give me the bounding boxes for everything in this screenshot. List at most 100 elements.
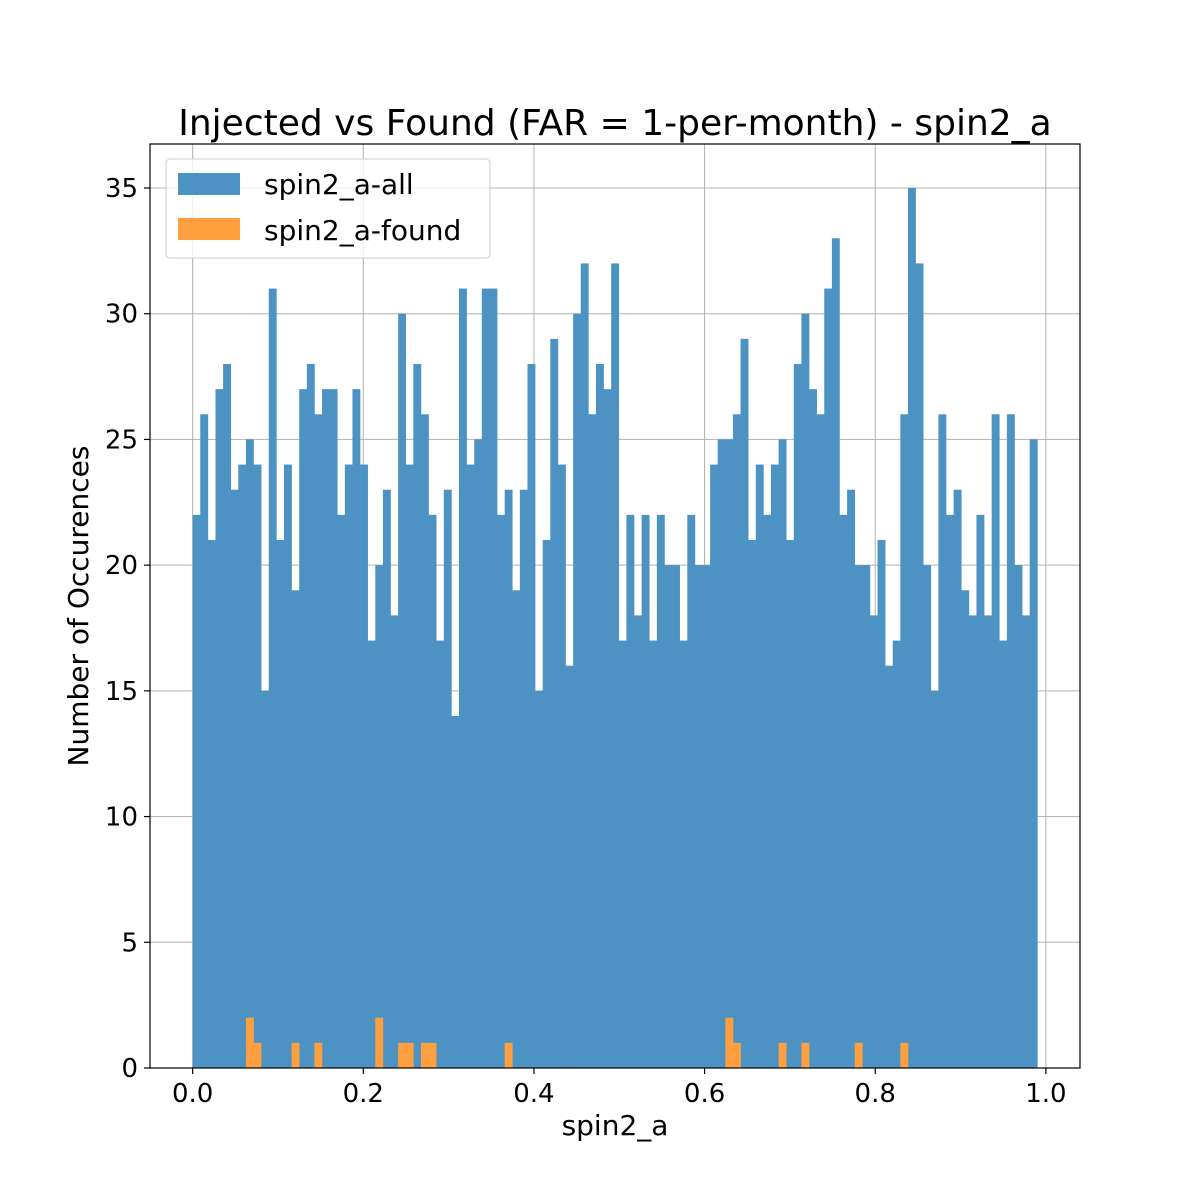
bar-all — [664, 565, 673, 1068]
bar-all — [907, 188, 916, 1068]
bar-all — [306, 364, 315, 1068]
bar-all — [930, 690, 939, 1068]
bar-all — [816, 414, 825, 1068]
bar-all — [481, 288, 490, 1069]
bar-all — [603, 389, 612, 1069]
bar-all — [755, 464, 764, 1069]
bar-found — [405, 1042, 414, 1068]
bar-all — [360, 464, 368, 1069]
bar-found — [854, 1042, 863, 1068]
x-axis-ticks: 0.0 0.2 0.4 0.6 0.8 1.0 — [172, 1068, 1067, 1109]
bar-all — [344, 464, 353, 1069]
bar-all — [694, 565, 703, 1068]
bar-all — [984, 615, 992, 1068]
bar-all — [329, 389, 338, 1069]
y-axis-ticks: 0 5 10 15 20 25 30 35 — [105, 174, 150, 1084]
plot-frame — [149, 143, 1081, 1069]
bar-all — [200, 414, 209, 1068]
bar-all — [527, 364, 536, 1068]
y-tick-label: 5 — [121, 928, 138, 958]
bar-all — [740, 338, 749, 1068]
bar-found — [732, 1042, 741, 1068]
bar-all — [702, 565, 711, 1068]
legend: spin2_a-all spin2_a-found — [165, 158, 491, 259]
bar-all — [542, 540, 551, 1068]
bar-all — [1006, 414, 1015, 1068]
bar-all — [466, 464, 475, 1069]
bar-all — [611, 263, 620, 1068]
bar-all — [809, 389, 817, 1069]
x-tick-label: 0.8 — [855, 1079, 896, 1109]
bar-all — [687, 514, 696, 1068]
y-tick-label: 30 — [105, 300, 138, 330]
x-axis-label: spin2_a — [562, 1109, 669, 1142]
bar-all — [869, 615, 878, 1068]
bar-found — [428, 1042, 437, 1068]
bar-all — [588, 414, 597, 1068]
bar-all — [649, 640, 658, 1068]
bar-all — [801, 313, 810, 1068]
bar-all — [367, 640, 376, 1068]
bar-all — [314, 414, 323, 1068]
bar-all — [900, 414, 909, 1068]
bar-found — [314, 1042, 323, 1068]
bar-all — [238, 464, 247, 1069]
y-axis-label: Number of Occurences — [62, 446, 95, 767]
bar-all — [261, 690, 270, 1068]
bar-all — [778, 439, 787, 1068]
x-tick-label: 1.0 — [1025, 1079, 1066, 1109]
bar-all — [519, 489, 528, 1068]
x-tick-label: 0.0 — [172, 1079, 213, 1109]
bar-all — [291, 590, 300, 1068]
legend-swatch-all — [178, 173, 240, 195]
bar-all — [634, 615, 642, 1068]
bar-all — [580, 263, 589, 1068]
bar-all — [535, 690, 544, 1068]
bar-all — [474, 439, 483, 1068]
bar-all — [550, 338, 559, 1068]
bar-found — [253, 1042, 262, 1068]
bar-all — [413, 364, 422, 1068]
bar-all — [961, 590, 970, 1068]
bar-all — [824, 288, 833, 1069]
y-tick-label: 20 — [105, 551, 138, 581]
bar-all — [595, 364, 604, 1068]
bar-all — [915, 263, 924, 1068]
bar-all — [215, 389, 224, 1069]
bar-all — [999, 640, 1008, 1068]
bar-found — [725, 1017, 734, 1068]
bar-found — [245, 1017, 254, 1068]
bar-all — [276, 540, 285, 1068]
bar-all — [763, 514, 772, 1068]
bar-all — [390, 615, 399, 1068]
x-tick-label: 0.4 — [513, 1079, 554, 1109]
bar-all — [436, 640, 445, 1068]
bar-all — [207, 540, 216, 1068]
bar-found — [291, 1042, 300, 1068]
bar-all — [991, 414, 1000, 1068]
bar-all — [283, 464, 292, 1069]
legend-box — [165, 158, 491, 259]
bar-all — [565, 665, 574, 1068]
y-tick-label: 35 — [105, 174, 138, 204]
bar-all — [786, 540, 795, 1068]
bar-all — [573, 313, 582, 1068]
bar-all — [847, 489, 856, 1068]
x-tick-label: 0.6 — [684, 1079, 725, 1109]
bar-found — [420, 1042, 429, 1068]
bar-all — [923, 565, 932, 1068]
bar-all — [1014, 565, 1023, 1068]
series-all-bars — [192, 188, 1038, 1069]
bar-all — [223, 364, 232, 1068]
bar-found — [375, 1017, 384, 1068]
legend-swatch-found — [178, 218, 240, 240]
bar-all — [1022, 615, 1031, 1068]
bar-all — [976, 514, 985, 1068]
bar-found — [900, 1042, 909, 1068]
bar-all — [443, 489, 452, 1068]
bar-all — [831, 238, 840, 1069]
bar-all — [1029, 439, 1038, 1068]
bar-all — [420, 414, 429, 1068]
chart-title: Injected vs Found (FAR = 1-per-month) - … — [178, 103, 1052, 144]
